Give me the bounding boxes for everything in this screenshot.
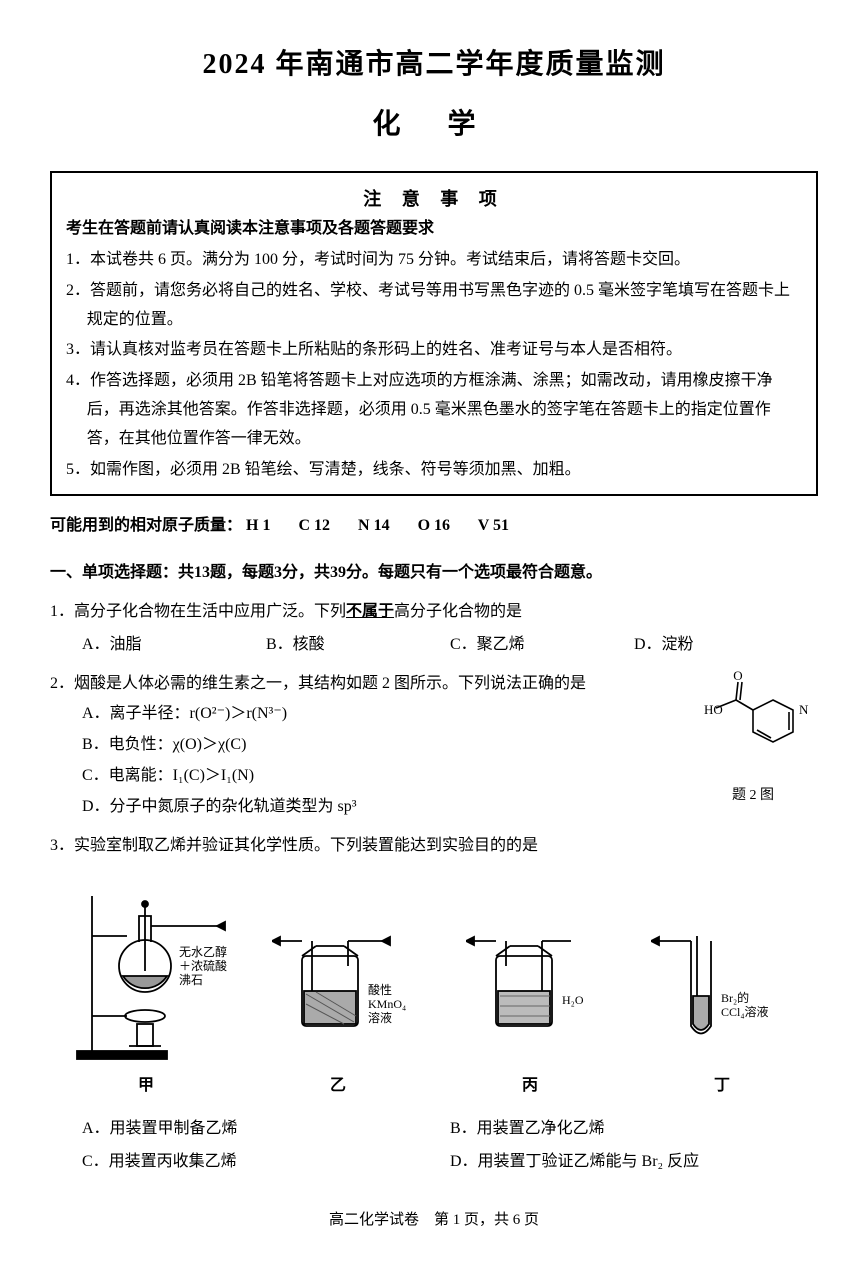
q2-figure-caption: 题 2 图 — [688, 783, 818, 808]
apparatus-jia: 无水乙醇 ＋浓硫酸 沸石 — [67, 876, 237, 1066]
question-2: 2．烟酸是人体必需的维生素之一，其结构如题 2 图所示。下列说法正确的是 A．离… — [50, 670, 818, 822]
q3-option-C: C．用装置丙收集乙烯 — [82, 1148, 450, 1177]
atomic-V: V 51 — [478, 517, 509, 534]
q3-apparatus-labels: 甲 乙 丙 丁 — [50, 1072, 818, 1101]
notice-box: 注 意 事 项 考生在答题前请认真阅读本注意事项及各题答题要求 1．本试卷共 6… — [50, 171, 818, 497]
apparatus-bing: H₂O — [466, 916, 616, 1066]
q3-option-A: A．用装置甲制备乙烯 — [82, 1115, 450, 1144]
q3-option-D: D．用装置丁验证乙烯能与 Br₂ 反应 — [450, 1148, 818, 1177]
page-footer: 高二化学试卷 第 1 页，共 6 页 — [50, 1207, 818, 1234]
q1-stem-post: 高分子化合物的是 — [394, 603, 522, 620]
q1-stem-emph: 不属于 — [346, 603, 394, 620]
q2-option-B: B．电负性：χ(O)＞χ(C) — [82, 731, 610, 760]
yi-ann-2: KMnO₄ — [368, 997, 406, 1011]
q2-fig-O: O — [733, 670, 742, 683]
q3-apparatus-row: 无水乙醇 ＋浓硫酸 沸石 — [50, 876, 818, 1066]
atomic-O: O 16 — [418, 517, 450, 534]
q1-stem: 1．高分子化合物在生活中应用广泛。下列不属于高分子化合物的是 — [50, 598, 818, 627]
exam-title-main: 2024 年南通市高二学年度质量监测 — [50, 40, 818, 90]
notice-header: 注 意 事 项 — [66, 183, 802, 215]
q2-fig-N: N — [799, 702, 809, 717]
q1-option-B: B．核酸 — [266, 631, 450, 660]
ding-ann-1: Br₂的 — [721, 990, 749, 1005]
q2-option-D: D．分子中氮原子的杂化轨道类型为 sp³ — [82, 793, 610, 822]
exam-title-subject: 化 学 — [50, 100, 818, 150]
notice-subheader: 考生在答题前请认真阅读本注意事项及各题答题要求 — [66, 215, 802, 244]
apparatus-yi: 酸性 KMnO₄ 溶液 — [272, 916, 432, 1066]
notice-item-5: 5．如需作图，必须用 2B 铅笔绘、写清楚，线条、符号等须加黑、加粗。 — [66, 456, 802, 485]
q2-figure: O HO N 题 2 图 — [688, 670, 818, 808]
q1-option-C: C．聚乙烯 — [450, 631, 634, 660]
label-bing: 丙 — [522, 1072, 538, 1101]
apparatus-bing-icon: H₂O — [466, 916, 616, 1066]
apparatus-ding: Br₂的 CCl₄溶液 — [651, 916, 801, 1066]
notice-item-1: 1．本试卷共 6 页。满分为 100 分，考试时间为 75 分钟。考试结束后，请… — [66, 246, 802, 275]
bing-ann-1: H₂O — [562, 993, 584, 1007]
label-jia: 甲 — [138, 1072, 154, 1101]
label-yi: 乙 — [330, 1072, 346, 1101]
q2-option-C: C．电离能：I₁(C)＞I₁(N) — [82, 762, 610, 791]
atomic-C: C 12 — [298, 517, 330, 534]
q3-option-B: B．用装置乙净化乙烯 — [450, 1115, 818, 1144]
q2-option-A: A．离子半径：r(O²⁻)＞r(N³⁻) — [82, 700, 610, 729]
ding-ann-2: CCl₄溶液 — [721, 1004, 769, 1019]
yi-ann-3: 溶液 — [368, 1010, 392, 1025]
atomic-H: H 1 — [246, 517, 270, 534]
q1-option-D: D．淀粉 — [634, 631, 818, 660]
atomic-N: N 14 — [358, 517, 390, 534]
atomic-mass-label: 可能用到的相对原子质量： — [50, 517, 242, 534]
notice-item-3: 3．请认真核对监考员在答题卡上所粘贴的条形码上的姓名、准考证号与本人是否相符。 — [66, 336, 802, 365]
nicotinic-acid-structure-icon: O HO N — [688, 670, 818, 770]
jia-ann-2: ＋浓硫酸 — [179, 958, 227, 973]
notice-item-4: 4．作答选择题，必须用 2B 铅笔将答题卡上对应选项的方框涂满、涂黑；如需改动，… — [66, 367, 802, 453]
q2-fig-HO: HO — [704, 702, 723, 717]
atomic-mass-line: 可能用到的相对原子质量： H 1 C 12 N 14 O 16 V 51 — [50, 512, 818, 541]
apparatus-yi-icon: 酸性 KMnO₄ 溶液 — [272, 916, 432, 1066]
q1-stem-pre: 1．高分子化合物在生活中应用广泛。下列 — [50, 603, 346, 620]
yi-ann-1: 酸性 — [368, 982, 392, 997]
label-ding: 丁 — [714, 1072, 730, 1101]
question-1: 1．高分子化合物在生活中应用广泛。下列不属于高分子化合物的是 A．油脂 B．核酸… — [50, 598, 818, 660]
question-3: 3．实验室制取乙烯并验证其化学性质。下列装置能达到实验目的的是 — [50, 832, 818, 1177]
notice-item-2: 2．答题前，请您务必将自己的姓名、学校、考试号等用书写黑色字迹的 0.5 毫米签… — [66, 277, 802, 335]
q3-stem: 3．实验室制取乙烯并验证其化学性质。下列装置能达到实验目的的是 — [50, 832, 818, 861]
jia-ann-1: 无水乙醇 — [179, 944, 227, 959]
section-1-header: 一、单项选择题：共13题，每题3分，共39分。每题只有一个选项最符合题意。 — [50, 559, 818, 588]
apparatus-ding-icon: Br₂的 CCl₄溶液 — [651, 916, 801, 1066]
jia-ann-3: 沸石 — [179, 973, 203, 987]
q1-option-A: A．油脂 — [82, 631, 266, 660]
apparatus-jia-icon: 无水乙醇 ＋浓硫酸 沸石 — [67, 876, 237, 1066]
